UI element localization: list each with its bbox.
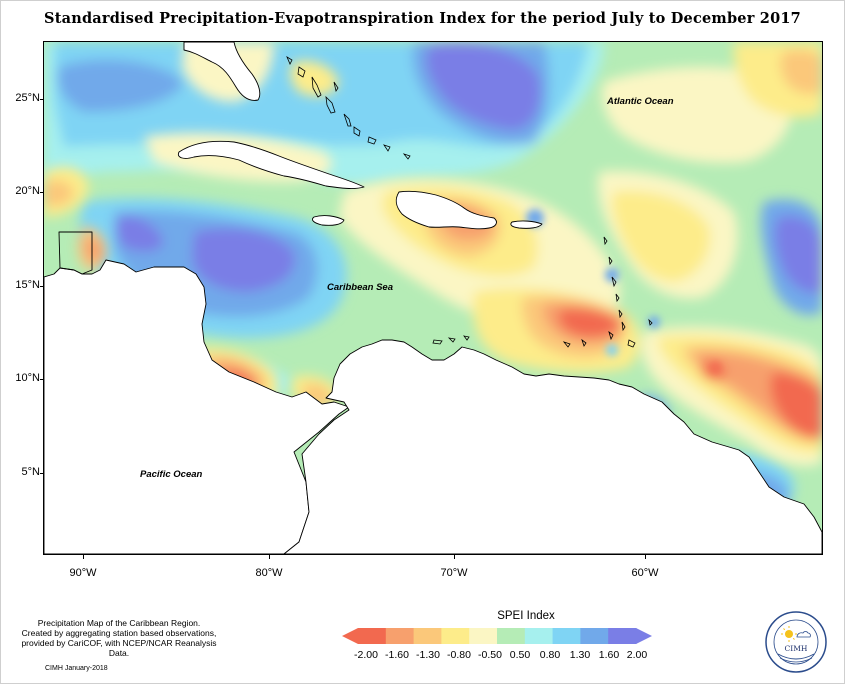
sun-cloud-icon [781,626,811,642]
legend-swatch [385,628,415,644]
legend-label: 0.80 [539,649,561,661]
land-masses [44,42,822,554]
south-america-land [283,339,822,554]
x-axis-label: 90°W [69,567,97,579]
y-axis-label: 15°N [15,279,40,291]
legend-label: -1.60 [385,649,409,661]
legend-label: -1.30 [416,649,440,661]
map-description: Precipitation Map of the Caribbean Regio… [19,618,219,658]
legend-swatch [413,628,442,644]
legend-colorbar [342,628,652,644]
legend-swatch [552,628,581,644]
y-axis-label: 5°N [21,466,40,478]
legend-label: -2.00 [354,649,378,661]
cimh-logo: CIMH [765,611,827,673]
legend-title: SPEI Index [497,610,555,622]
atlantic-ocean-label: Atlantic Ocean [606,96,674,107]
caribbean-sea-label: Caribbean Sea [327,282,393,293]
legend-label: -0.50 [478,649,502,661]
y-axis-label: 20°N [15,185,40,197]
legend-label: 1.30 [569,649,591,661]
cuba-land [177,140,365,189]
y-tick [40,473,44,474]
legend-arrow-left [342,628,358,644]
y-tick [40,99,44,100]
legend-label: -0.80 [447,649,471,661]
y-tick [40,286,44,287]
y-axis-label: 25°N [15,92,40,104]
credit-text: CIMH January-2018 [45,665,108,672]
x-tick [83,554,84,559]
x-axis-label: 80°W [255,567,283,579]
legend-swatch [524,628,554,644]
legend-swatch [358,628,387,644]
x-tick [269,554,270,559]
legend-arrow-right [636,628,652,644]
description-line: provided by CariCOF, with NCEP/NCAR Rean… [21,638,217,658]
puerto-rico-land [510,220,543,229]
map-panel: Atlantic Ocean Caribbean Sea Pacific Oce… [43,41,823,555]
central-america-land [44,259,350,554]
florida-land [183,42,261,101]
legend-swatch [580,628,609,644]
bahamas-islands [286,56,411,160]
pacific-ocean-label: Pacific Ocean [140,469,203,480]
spei-map: Atlantic Ocean Caribbean Sea Pacific Oce… [44,42,822,554]
legend-label: 0.50 [509,649,531,661]
legend-swatch [497,628,526,644]
belize-land [58,231,93,275]
jamaica-land [311,215,345,226]
description-line: Created by aggregating station based obs… [21,628,217,638]
legend-swatch [441,628,470,644]
x-tick [645,554,646,559]
hispaniola-land [395,190,497,230]
abc-islands [432,335,470,345]
legend-swatch [608,628,637,644]
y-tick [40,379,44,380]
map-title: Standardised Precipitation-Evapotranspir… [44,10,801,27]
legend-label: 2.00 [626,649,648,661]
y-axis-label: 10°N [15,372,40,384]
logo-text: CIMH [785,644,808,653]
lesser-antilles-islands [562,236,653,348]
x-axis-label: 70°W [440,567,468,579]
x-tick [454,554,455,559]
y-tick [40,192,44,193]
description-line: Precipitation Map of the Caribbean Regio… [37,618,201,628]
x-axis-label: 60°W [631,567,659,579]
legend-labels: -2.00 -1.60 -1.30 -0.80 -0.50 0.50 0.80 … [350,649,650,663]
legend-label: 1.60 [598,649,620,661]
legend-swatch [469,628,498,644]
